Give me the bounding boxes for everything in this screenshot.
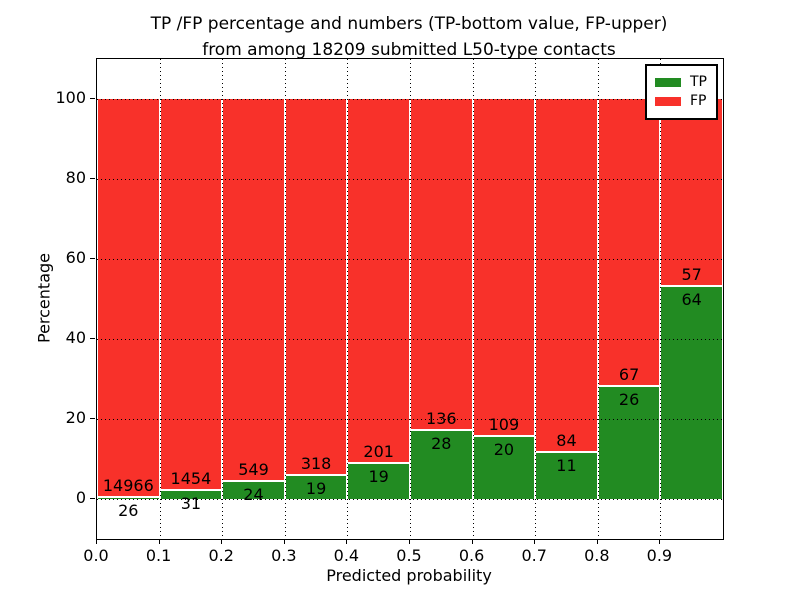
- bar-fp-count-label: 14966: [102, 476, 154, 496]
- x-tick-label: 0.0: [83, 546, 109, 565]
- legend-label-tp: TP: [690, 74, 707, 90]
- plot-area: 14966 26 1454 31 549 24 318 19 201 19 136 28 109 20 84…: [96, 58, 724, 540]
- v-gridline: [222, 59, 224, 539]
- chart-title-line1: TP /FP percentage and numbers (TP-bottom…: [150, 14, 668, 34]
- bar-segment-tp: [97, 498, 160, 499]
- bar-segment-fp: [472, 99, 536, 437]
- grid-layer: [97, 59, 723, 539]
- tp-color-swatch-icon: [655, 77, 681, 87]
- y-tick-label: 60: [65, 248, 86, 267]
- x-tick-label: 0.7: [521, 546, 547, 565]
- bar-segment-tp: [535, 452, 598, 499]
- x-tick-label: 0.4: [333, 546, 360, 565]
- bar-tp-count-label: 28: [431, 433, 452, 453]
- x-axis-tick: [96, 539, 97, 544]
- v-gridline: [660, 59, 662, 539]
- v-gridline: [535, 59, 537, 539]
- x-tick-label: 0.8: [584, 546, 610, 565]
- x-axis-tick: [471, 539, 473, 544]
- x-axis-tick: [534, 539, 536, 544]
- bar-segment-tp: [347, 464, 410, 499]
- fp-color-swatch-icon: [655, 96, 681, 106]
- v-gridline: [347, 59, 349, 539]
- x-tick-label: 0.1: [145, 546, 172, 565]
- bar-fp-count-label: 136: [426, 408, 457, 428]
- x-tick-label: 0.5: [396, 546, 422, 565]
- x-axis-tick: [596, 539, 598, 544]
- bar-tp-count-label: 24: [243, 485, 264, 505]
- bar-segment-fp: [159, 99, 223, 491]
- bar-fp-count-label: 201: [363, 442, 394, 462]
- legend-label-fp: FP: [690, 93, 707, 109]
- bar-segment-fp: [535, 99, 598, 453]
- x-axis-tick: [221, 539, 223, 544]
- bar-tp-count-label: 11: [556, 455, 577, 475]
- v-gridline: [410, 59, 411, 539]
- bar-tp-count-label: 31: [180, 493, 202, 513]
- bar-segment-fp: [347, 99, 410, 465]
- bar-tp-count-label: 26: [118, 501, 139, 521]
- bar-segment-tp: [472, 437, 536, 499]
- bar-segment-fp: [97, 99, 160, 499]
- y-axis-tick: [90, 258, 95, 259]
- bar-fp-count-label: 318: [300, 454, 332, 474]
- bar-tp-count-label: 19: [368, 467, 389, 487]
- x-tick-label: 0.9: [646, 546, 673, 565]
- y-tick-label: 80: [65, 168, 86, 187]
- bar-segment-tp: [410, 430, 473, 499]
- x-tick-label: 0.6: [458, 546, 485, 565]
- y-axis-tick: [90, 178, 95, 179]
- y-axis-tick: [90, 418, 95, 419]
- bar-tp-count-label: 64: [681, 290, 702, 310]
- bar-tp-count-label: 19: [305, 479, 327, 499]
- chart-title: TP /FP percentage and numbers (TP-bottom…: [96, 11, 722, 63]
- x-axis-tick: [158, 539, 160, 544]
- bar-segment-tp: [597, 387, 661, 499]
- bar-fp-count-label: 84: [556, 430, 577, 450]
- y-tick-label: 40: [65, 328, 86, 347]
- bar-tp-count-label: 20: [493, 440, 515, 459]
- bar-segment-fp: [410, 99, 473, 431]
- x-axis-tick: [659, 539, 661, 544]
- bar-fp-count-label: 549: [238, 460, 269, 480]
- bar-fp-count-label: 67: [618, 365, 640, 385]
- x-axis-tick: [283, 539, 285, 544]
- y-tick-label: 100: [55, 88, 86, 107]
- legend-item-fp: FP: [655, 93, 707, 109]
- bar-labels-layer: 14966 26 1454 31 549 24 318 19 201 19 136 28 109 20 84…: [97, 59, 723, 539]
- v-gridline: [284, 59, 286, 539]
- x-axis-tick: [346, 539, 348, 544]
- y-axis-tick: [90, 498, 95, 499]
- bar-segment-fp: [660, 99, 723, 288]
- bar-fp-count-label: 109: [488, 415, 520, 434]
- legend-item-tp: TP: [655, 74, 707, 90]
- y-tick-label: 0: [75, 488, 86, 507]
- bar-fp-count-label: 1454: [170, 468, 212, 488]
- bar-fp-count-label: 57: [681, 265, 702, 285]
- bars-layer: [97, 59, 723, 539]
- x-axis-label: Predicted probability: [326, 566, 492, 585]
- legend: TP FP: [645, 64, 718, 120]
- x-axis-tick: [409, 539, 410, 544]
- v-gridline: [472, 59, 474, 539]
- y-axis-tick: [90, 338, 95, 339]
- x-tick-label: 0.2: [208, 546, 234, 565]
- bar-segment-fp: [222, 99, 285, 483]
- chart-title-line2: from among 18209 submitted L50-type cont…: [202, 40, 616, 60]
- y-axis-tick: [90, 98, 95, 99]
- bar-tp-count-label: 26: [618, 390, 640, 410]
- x-tick-label: 0.3: [271, 546, 297, 565]
- v-gridline: [597, 59, 599, 539]
- v-gridline: [159, 59, 161, 539]
- y-tick-label: 20: [65, 408, 86, 427]
